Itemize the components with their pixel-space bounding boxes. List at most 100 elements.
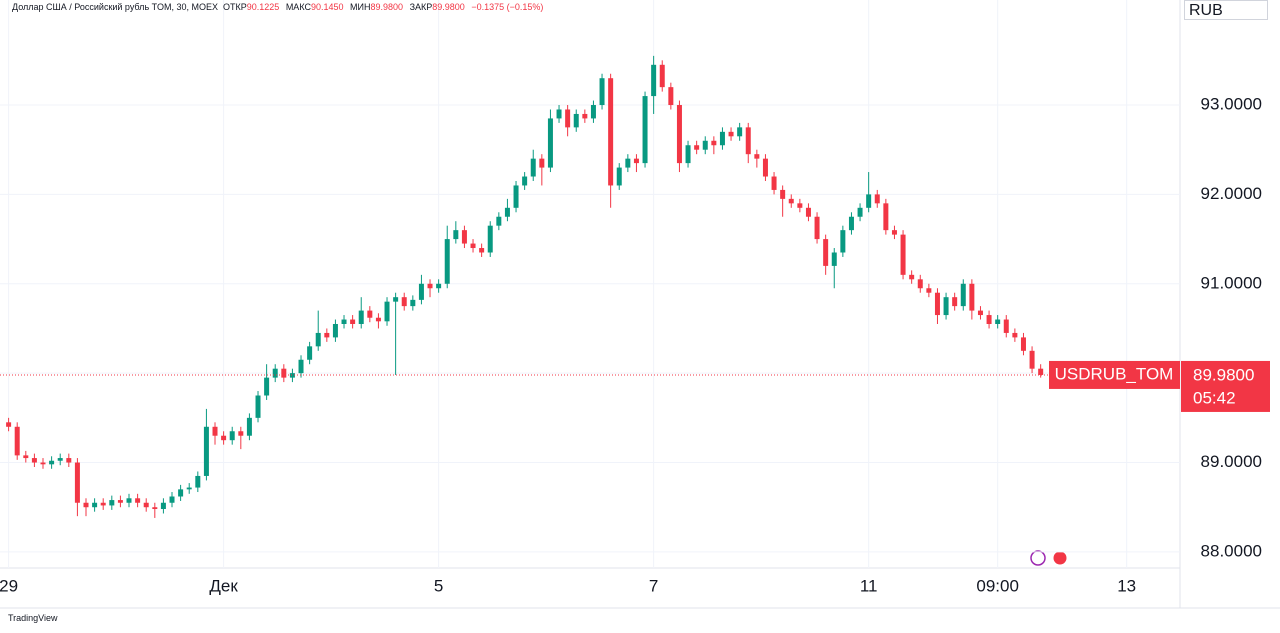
candle-body <box>496 216 502 226</box>
candle-body <box>582 113 588 119</box>
candle-body <box>143 502 149 508</box>
currency[interactable]: RUB <box>1184 0 1268 20</box>
candle-body <box>479 248 485 253</box>
candle-body <box>633 158 639 164</box>
candle-body <box>186 487 192 490</box>
candle-body <box>943 297 949 316</box>
candle-body <box>780 189 786 199</box>
candle-body <box>797 203 803 208</box>
candle-body <box>264 377 270 396</box>
candle-body <box>1020 337 1026 351</box>
candle-body <box>195 475 201 488</box>
candle-body <box>393 297 399 302</box>
candle-body <box>31 458 37 463</box>
candle-body <box>702 140 708 150</box>
candle-body <box>49 460 55 465</box>
candle-body <box>694 145 700 150</box>
countdown-label: 05:42 <box>1193 388 1236 407</box>
candle-body <box>651 64 657 97</box>
candle-body <box>848 216 854 231</box>
candle-body <box>1029 350 1035 369</box>
flag-icon[interactable] <box>1052 550 1068 566</box>
candle-body <box>14 426 20 456</box>
candle-body <box>754 154 760 159</box>
candle-body <box>960 283 966 307</box>
price-tag <box>1181 360 1270 412</box>
candle-body <box>728 131 734 137</box>
high-value: 90.1450 <box>310 2 344 12</box>
candle-body <box>487 225 493 253</box>
candle-body <box>771 176 777 190</box>
candle-body <box>857 207 863 217</box>
candle-body <box>573 113 579 128</box>
candle-body <box>599 78 605 106</box>
candle-body <box>952 297 958 307</box>
candle-body <box>676 105 682 164</box>
candle-body <box>1003 319 1009 333</box>
x-tick-label: 09:00 <box>976 576 1019 595</box>
x-tick-label: 13 <box>1117 576 1136 595</box>
candle-body <box>212 426 218 436</box>
candle-body <box>866 194 872 208</box>
close-label: ЗАКР <box>409 2 433 12</box>
price-label: 89.9800 <box>1193 365 1254 384</box>
candle-body <box>891 230 897 235</box>
candle-body <box>504 207 510 217</box>
candle-body <box>281 368 287 378</box>
candle-body <box>470 243 476 249</box>
candle-body <box>289 373 295 378</box>
candle-body <box>934 292 940 316</box>
candle-body <box>66 458 72 463</box>
candle-body <box>375 317 381 322</box>
y-tick-label: 92.0000 <box>1201 184 1262 203</box>
candle-body <box>823 239 829 266</box>
candle-body <box>341 319 347 324</box>
candle-body <box>307 346 313 360</box>
low-value: 89.9800 <box>370 2 404 12</box>
candle-body <box>109 500 115 506</box>
symbol-label: USDRUB_TOM <box>1055 364 1174 383</box>
symbol: Доллар США / Российский рубль TOM, 30, M… <box>12 2 218 12</box>
candle-body <box>436 283 442 289</box>
candle-body <box>203 426 209 476</box>
candle-body <box>160 502 166 510</box>
candle-body <box>384 301 390 322</box>
candle-body <box>1012 332 1018 338</box>
symbol-tag <box>1049 360 1180 389</box>
candle-body <box>659 64 665 88</box>
event-icon[interactable] <box>1030 550 1046 566</box>
close-value: 89.9800 <box>432 2 465 12</box>
candle-body <box>874 194 880 204</box>
candle-body <box>410 299 416 307</box>
candle-body <box>805 207 811 217</box>
candle-body <box>900 234 906 275</box>
candle-body <box>298 359 304 374</box>
candle-body <box>40 462 46 465</box>
high-label: МАКС <box>285 2 311 12</box>
candle-body <box>513 185 519 208</box>
candle-body <box>272 368 278 378</box>
candle-body <box>814 216 820 240</box>
candle-body <box>883 203 889 231</box>
candle-body <box>100 502 106 506</box>
candle-body <box>332 323 338 338</box>
candle-body <box>788 198 794 204</box>
candle-body <box>969 283 975 311</box>
x-tick-label: Дек <box>209 576 238 595</box>
candle-body <box>358 310 364 324</box>
candle-body <box>221 435 227 441</box>
candle-body <box>522 176 528 186</box>
candle-body <box>625 158 631 168</box>
candle-body <box>1038 368 1044 375</box>
candle-body <box>444 239 450 284</box>
y-tick-label: 91.0000 <box>1201 273 1262 292</box>
candle-body <box>401 297 407 307</box>
low-label: МИН <box>350 2 371 12</box>
header: Доллар США / Российский рубль TOM, 30, M… <box>12 2 547 12</box>
candle-body <box>427 283 433 289</box>
candle-body <box>229 431 235 441</box>
candle-body <box>315 332 321 347</box>
candle-body <box>668 87 674 106</box>
candle-body <box>556 109 562 119</box>
